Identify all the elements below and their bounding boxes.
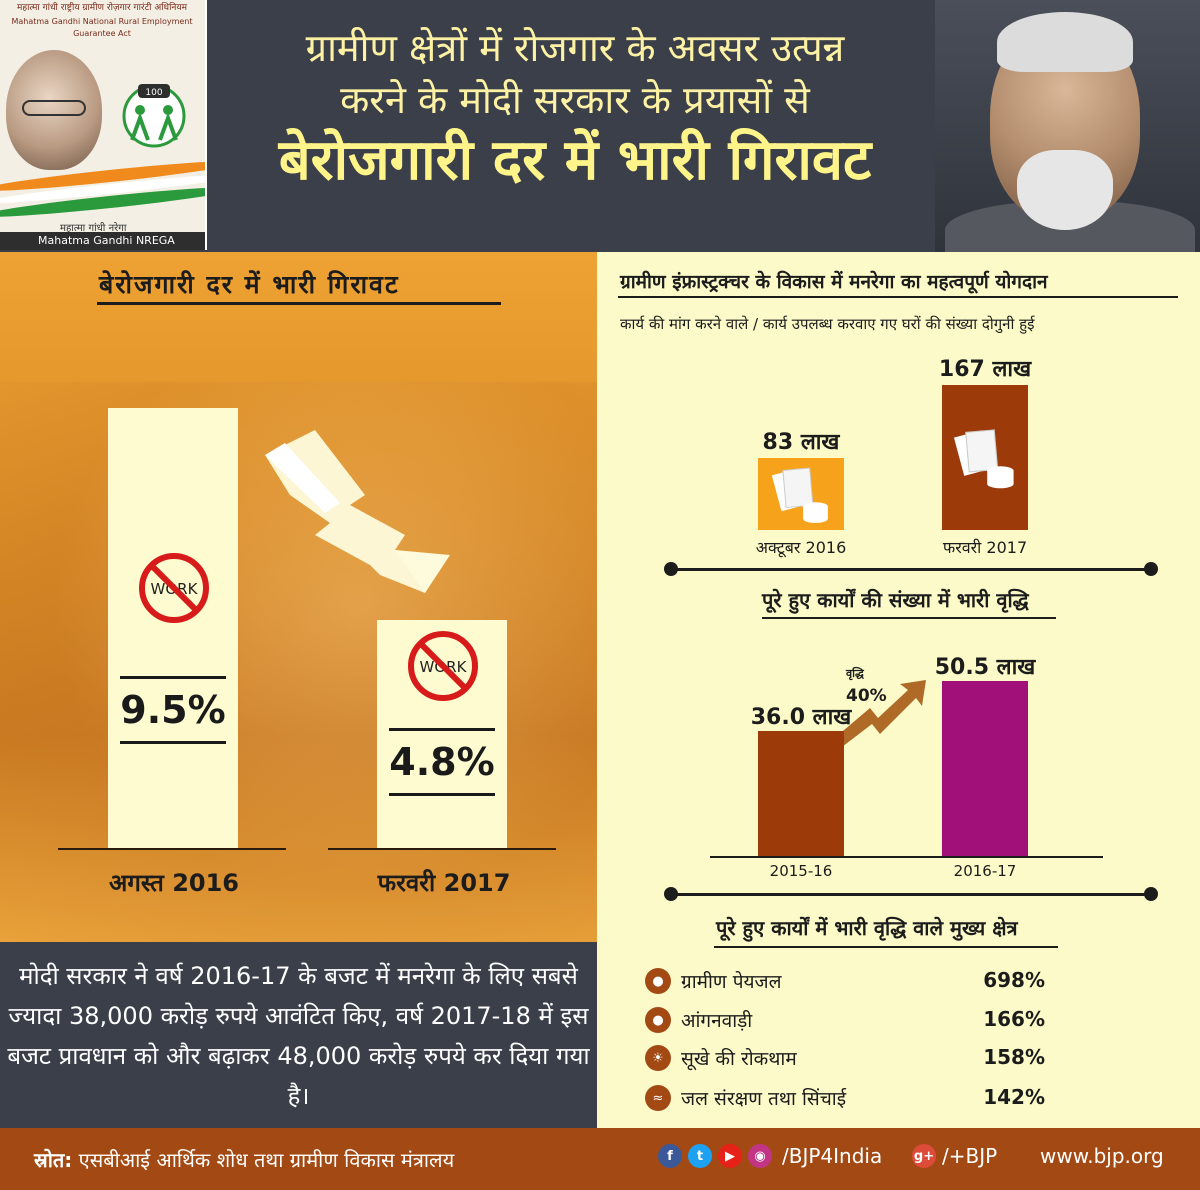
anganwadi-icon: ●	[645, 1007, 671, 1033]
footer: स्रोत: एसबीआई आर्थिक शोध तथा ग्रामीण विक…	[0, 1128, 1200, 1190]
sector-value: 158%	[983, 1045, 1045, 1069]
logo-arc-english: Mahatma Gandhi National Rural Employment…	[11, 17, 193, 38]
no-work-icon: WORK	[139, 553, 209, 623]
section1-subtitle: कार्य की मांग करने वाले / कार्य उपलब्ध क…	[620, 315, 1035, 333]
rate-category: अगस्त 2016	[108, 869, 240, 897]
households-value: 167 लाख	[938, 357, 1032, 382]
sector-value: 142%	[983, 1085, 1045, 1109]
headline-line-3: बेरोजगारी दर में भारी गिरावट	[278, 128, 872, 193]
growth-value: 40%	[846, 686, 887, 706]
sector-value: 166%	[983, 1007, 1045, 1031]
logo-subtitle-english: Mahatma Gandhi NREGA	[0, 232, 205, 250]
facebook-icon[interactable]: f	[658, 1144, 682, 1168]
twitter-icon[interactable]: t	[688, 1144, 712, 1168]
growth-arrow-icon	[830, 680, 926, 750]
logo-arc-hindi: महात्मा गांधी राष्ट्रीय ग्रामीण रोज़गार …	[17, 3, 187, 13]
sector-name: ग्रामीण पेयजल	[681, 971, 782, 993]
section1-title: ग्रामीण इंफ्रास्ट्रक्चर के विकास में मनर…	[620, 271, 1048, 293]
gplus-handle[interactable]: /+BJP	[942, 1144, 998, 1168]
source-text: एसबीआई आर्थिक शोध तथा ग्रामीण विकास मंत्…	[78, 1148, 455, 1172]
unemployment-panel	[0, 252, 597, 942]
gplus-link[interactable]: g+ /+BJP	[912, 1144, 997, 1168]
rate-value: 9.5%	[120, 676, 226, 744]
households-category: अक्टूबर 2016	[755, 538, 847, 557]
separator-dot	[1144, 887, 1158, 901]
households-category: फरवरी 2017	[942, 538, 1028, 557]
logo-badge-text: 100	[145, 88, 162, 98]
sector-row: ● आंगनवाड़ी 166%	[645, 1005, 1055, 1037]
separator-2	[670, 893, 1152, 896]
sun-icon: ☀	[645, 1045, 671, 1071]
social-links: f t ▶ ◉ /BJP4India	[658, 1144, 882, 1168]
nrega-logo: महात्मा गांधी राष्ट्रीय ग्रामीण रोज़गार …	[0, 0, 207, 250]
completed-works-bar	[942, 681, 1028, 856]
modi-portrait	[935, 0, 1200, 252]
completed-works-value: 50.5 लाख	[934, 655, 1036, 680]
sector-value: 698%	[983, 968, 1045, 992]
separator-1	[670, 568, 1152, 571]
portrait-beard	[1017, 150, 1113, 230]
instagram-icon[interactable]: ◉	[748, 1144, 772, 1168]
sector-name: सूखे की रोकथाम	[681, 1048, 797, 1070]
section2-underline	[762, 617, 1056, 619]
chart-baseline	[328, 848, 556, 850]
irrigation-icon: ≈	[645, 1085, 671, 1111]
drop-icon: ●	[645, 968, 671, 994]
source-label: स्रोत:	[34, 1148, 73, 1172]
section2-title: पूरे हुए कार्यों की संख्या में भारी वृद्…	[762, 588, 1029, 612]
rate-value: 4.8%	[389, 728, 495, 796]
sector-row: ● ग्रामीण पेयजल 698%	[645, 966, 1055, 998]
sector-name: जल संरक्षण तथा सिंचाई	[681, 1088, 847, 1110]
separator-dot	[664, 562, 678, 576]
rate-category: फरवरी 2017	[377, 869, 511, 897]
header: महात्मा गांधी राष्ट्रीय ग्रामीण रोज़गार …	[0, 0, 1200, 252]
social-handle[interactable]: /BJP4India	[782, 1144, 883, 1168]
source-line: स्रोत: एसबीआई आर्थिक शोध तथा ग्रामीण विक…	[34, 1146, 454, 1173]
separator-dot	[664, 887, 678, 901]
separator-dot	[1144, 562, 1158, 576]
glasses-icon	[22, 100, 86, 116]
sector-name: आंगनवाड़ी	[681, 1010, 753, 1032]
headline-line-2: करने के मोदी सरकार के प्रयासों से	[340, 78, 810, 122]
completed-works-category: 2015-16	[769, 862, 833, 880]
completed-works-category: 2016-17	[953, 862, 1017, 880]
unemployment-bar	[377, 620, 507, 848]
completed-works-bar	[758, 731, 844, 856]
title-underline	[97, 302, 501, 305]
chart-baseline	[710, 856, 1103, 858]
section3-title: पूरे हुए कार्यों में भारी वृद्धि वाले मु…	[716, 916, 1018, 940]
mgnrega-panel	[597, 252, 1200, 1128]
households-value: 83 लाख	[762, 430, 840, 455]
unemployment-bar	[108, 408, 238, 848]
google-plus-icon[interactable]: g+	[912, 1144, 936, 1168]
headline: ग्रामीण क्षेत्रों में रोजगार के अवसर उत्…	[215, 22, 935, 196]
down-arrow-icon	[265, 430, 450, 593]
budget-note: मोदी सरकार ने वर्ष 2016-17 के बजट में मन…	[0, 942, 597, 1128]
workers-emblem-icon: 100	[122, 84, 186, 148]
logo-subtitle-hindi: महात्मा गांधी नरेगा	[60, 223, 127, 234]
completed-works-value: 36.0 लाख	[750, 705, 852, 730]
money-coins-icon	[771, 467, 828, 523]
youtube-icon[interactable]: ▶	[718, 1144, 742, 1168]
section1-underline	[618, 296, 1178, 298]
sector-row: ≈ जल संरक्षण तथा सिंचाई 142%	[645, 1083, 1055, 1115]
no-work-icon: WORK	[408, 631, 478, 701]
unemployment-title: बेरोजगारी दर में भारी गिरावट	[99, 270, 400, 299]
section3-underline	[714, 946, 1058, 948]
growth-label: वृद्धि	[846, 667, 864, 680]
headline-line-1: ग्रामीण क्षेत्रों में रोजगार के अवसर उत्…	[305, 26, 845, 70]
portrait-hair	[997, 12, 1133, 72]
sector-row: ☀ सूखे की रोकथाम 158%	[645, 1043, 1055, 1075]
chart-baseline	[58, 848, 286, 850]
website-link[interactable]: www.bjp.org	[1040, 1144, 1164, 1168]
money-coins-icon	[953, 429, 1014, 489]
